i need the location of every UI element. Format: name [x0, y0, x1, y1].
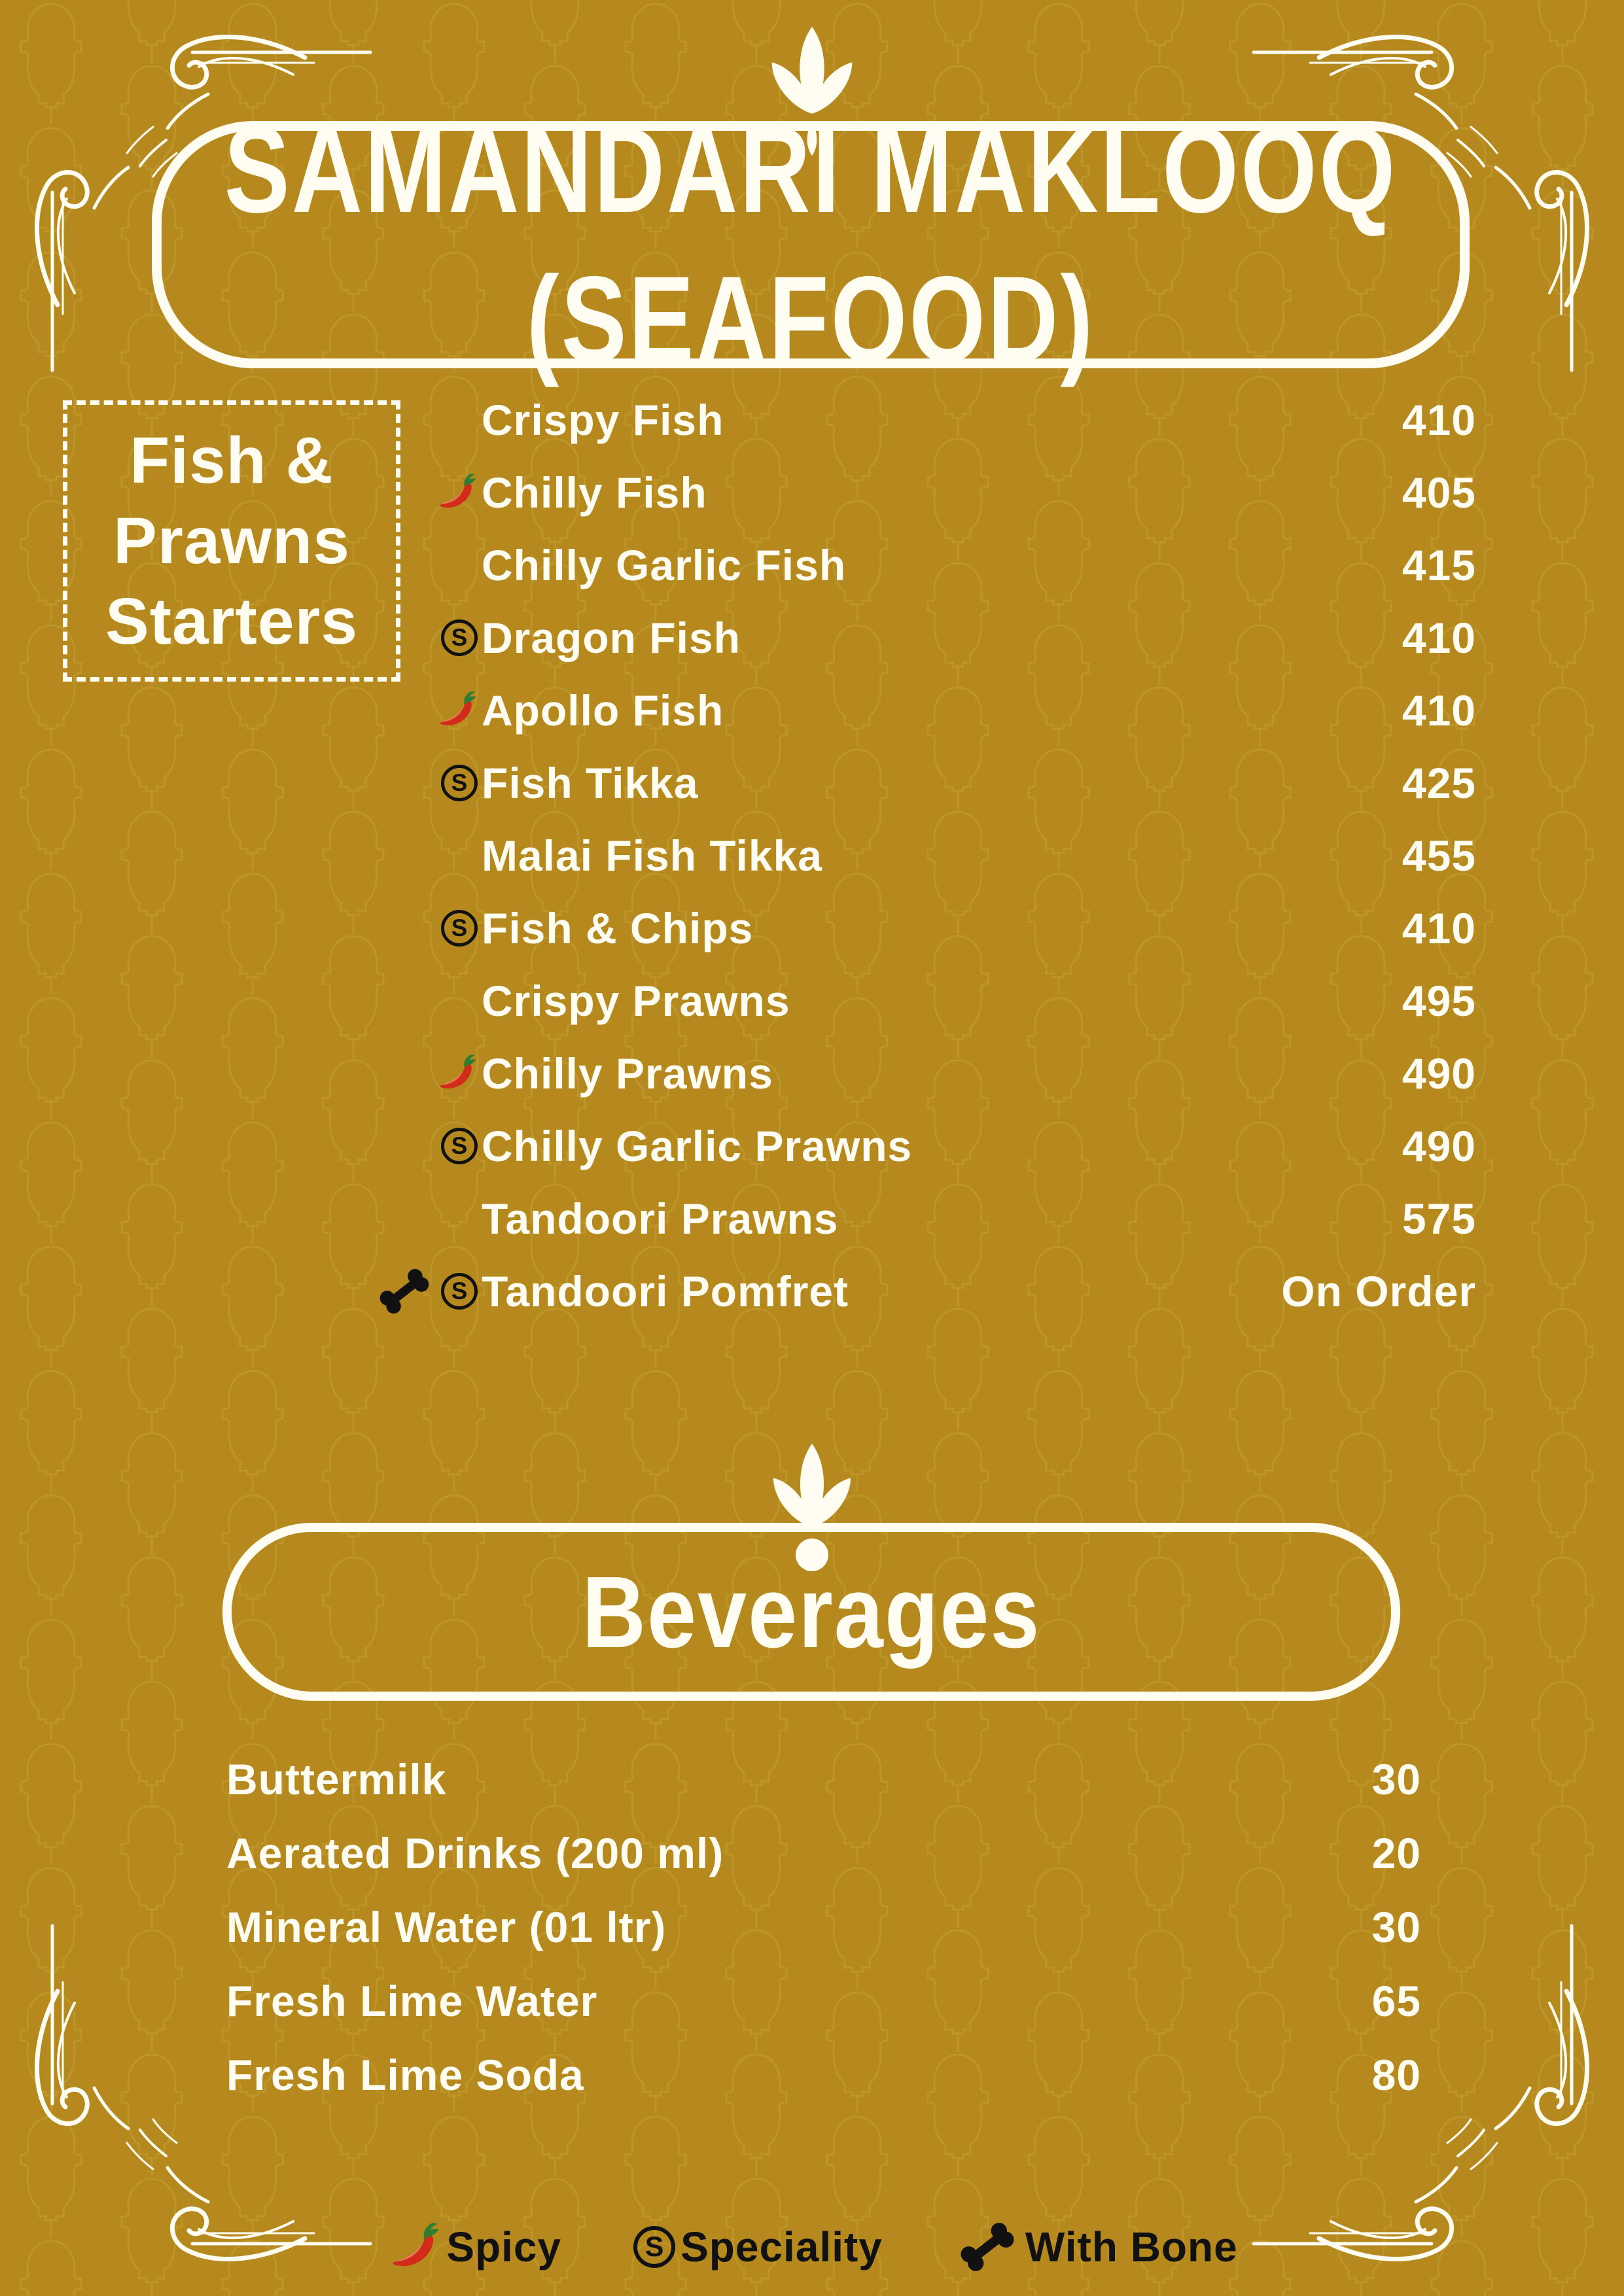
speciality-icon: S — [633, 2226, 676, 2268]
seafood-title-line1: SAMANDARI MAKLOOQ — [224, 101, 1398, 238]
menu-item-row: S Tandoori Pomfret On Order — [380, 1255, 1476, 1327]
item-name: Chilly Fish — [482, 468, 707, 517]
fish-prawns-starters-box: Fish & Prawns Starters — [63, 400, 400, 682]
spicy-chili-icon — [434, 689, 478, 732]
item-price: 30 — [1371, 1902, 1421, 1951]
menu-item-row: S Fish Tikka 425 — [380, 746, 1476, 819]
item-name: Tandoori Pomfret — [482, 1266, 849, 1315]
menu-item-row: Tandoori Prawns 575 — [380, 1182, 1476, 1255]
legend-speciality: S Speciality — [633, 2223, 883, 2271]
icon-slot — [380, 689, 478, 732]
seafood-title: SAMANDARI MAKLOOQ (SEAFOOD) — [224, 95, 1398, 394]
speciality-icon: S — [441, 1127, 478, 1164]
menu-item-row: S Dragon Fish 410 — [380, 601, 1476, 674]
menu-item-row: Chilly Garlic Fish 415 — [380, 529, 1476, 601]
item-price: 410 — [1402, 395, 1476, 444]
menu-item-row: Crispy Prawns 495 — [380, 964, 1476, 1037]
legend-label: With Bone — [1025, 2223, 1238, 2270]
legend-label: Spicy — [446, 2223, 562, 2270]
menu-item-row: Malai Fish Tikka 455 — [380, 819, 1476, 892]
spicy-chili-icon — [434, 471, 478, 514]
menu-item-row: Fresh Lime Soda 80 — [222, 2038, 1421, 2112]
fish-prawns-starters-label: Fish & Prawns Starters — [105, 421, 358, 662]
item-price: 490 — [1402, 1121, 1476, 1170]
item-price: 80 — [1371, 2050, 1421, 2099]
menu-item-row: S Chilly Garlic Prawns 490 — [380, 1109, 1476, 1182]
menu-item-row: Chilly Fish 405 — [380, 456, 1476, 529]
item-name: Fresh Lime Water — [226, 1976, 598, 2025]
item-name: Fish & Chips — [482, 903, 754, 952]
item-name: Dragon Fish — [482, 613, 741, 662]
item-name: Apollo Fish — [482, 686, 724, 735]
item-name: Chilly Prawns — [482, 1049, 773, 1098]
item-name: Fish Tikka — [482, 758, 699, 807]
menu-item-row: Buttermilk 30 — [222, 1742, 1421, 1816]
menu-item-row: Chilly Prawns 490 — [380, 1037, 1476, 1109]
legend-spicy: Spicy — [386, 2219, 561, 2274]
item-price: 410 — [1402, 686, 1476, 735]
item-price: 405 — [1402, 468, 1476, 517]
menu-item-row: Crispy Fish 410 — [380, 383, 1476, 456]
item-price: 30 — [1371, 1754, 1421, 1803]
item-price: 425 — [1402, 758, 1476, 807]
item-price: 65 — [1371, 1976, 1421, 2025]
item-name: Crispy Prawns — [482, 976, 790, 1025]
legend-with-bone: With Bone — [955, 2221, 1238, 2272]
label-line: Starters — [105, 584, 358, 658]
speciality-icon: S — [441, 619, 478, 656]
beverages-item-list: Buttermilk 30 Aerated Drinks (200 ml) 20… — [222, 1742, 1421, 2112]
petal-flourish-icon — [724, 12, 900, 156]
item-price: 455 — [1402, 831, 1476, 880]
item-name: Malai Fish Tikka — [482, 831, 822, 880]
menu-item-row: Mineral Water (01 ltr) 30 — [222, 1890, 1421, 1964]
menu-item-row: Fresh Lime Water 65 — [222, 1964, 1421, 2038]
icon-slot: S — [380, 1268, 478, 1315]
item-name: Tandoori Prawns — [482, 1194, 839, 1243]
item-name: Aerated Drinks (200 ml) — [226, 1828, 724, 1877]
label-line: Fish & — [130, 423, 334, 497]
item-price: On Order — [1281, 1266, 1476, 1315]
petal-flourish-icon — [727, 1429, 897, 1571]
with-bone-icon — [955, 2221, 1020, 2272]
item-name: Buttermilk — [226, 1754, 447, 1803]
beverages-title: Beverages — [582, 1555, 1041, 1669]
item-name: Crispy Fish — [482, 395, 724, 444]
icon-slot: S — [380, 909, 478, 947]
item-price: 20 — [1371, 1828, 1421, 1877]
icon-slot: S — [380, 764, 478, 801]
beverages-title-box: Beverages — [222, 1523, 1400, 1701]
item-price: 490 — [1402, 1049, 1476, 1098]
legend: Spicy S Speciality With Bone — [0, 2204, 1624, 2289]
item-price: 410 — [1402, 613, 1476, 662]
icon-slot: S — [380, 1127, 478, 1164]
legend-label: Speciality — [680, 2223, 883, 2270]
icon-slot — [380, 1052, 478, 1095]
seafood-item-list: Crispy Fish 410 Chilly Fish 405 Chilly G… — [380, 383, 1476, 1327]
item-price: 415 — [1402, 540, 1476, 589]
icon-slot — [380, 471, 478, 514]
item-name: Chilly Garlic Fish — [482, 540, 847, 589]
speciality-icon: S — [441, 1272, 478, 1310]
spicy-chili-icon — [386, 2219, 441, 2274]
seafood-title-box: SAMANDARI MAKLOOQ (SEAFOOD) — [152, 101, 1470, 388]
item-name: Fresh Lime Soda — [226, 2050, 584, 2099]
item-name: Mineral Water (01 ltr) — [226, 1902, 667, 1951]
with-bone-icon — [374, 1268, 434, 1315]
item-price: 495 — [1402, 976, 1476, 1025]
speciality-icon: S — [441, 909, 478, 947]
spicy-chili-icon — [434, 1052, 478, 1095]
item-price: 575 — [1402, 1194, 1476, 1243]
menu-item-row: S Fish & Chips 410 — [380, 892, 1476, 964]
label-line: Prawns — [113, 504, 350, 578]
icon-slot: S — [380, 619, 478, 656]
item-price: 410 — [1402, 903, 1476, 952]
menu-item-row: Apollo Fish 410 — [380, 674, 1476, 746]
speciality-icon: S — [441, 764, 478, 801]
seafood-title-line2: (SEAFOOD) — [526, 250, 1095, 388]
item-name: Chilly Garlic Prawns — [482, 1121, 913, 1170]
menu-item-row: Aerated Drinks (200 ml) 20 — [222, 1816, 1421, 1890]
